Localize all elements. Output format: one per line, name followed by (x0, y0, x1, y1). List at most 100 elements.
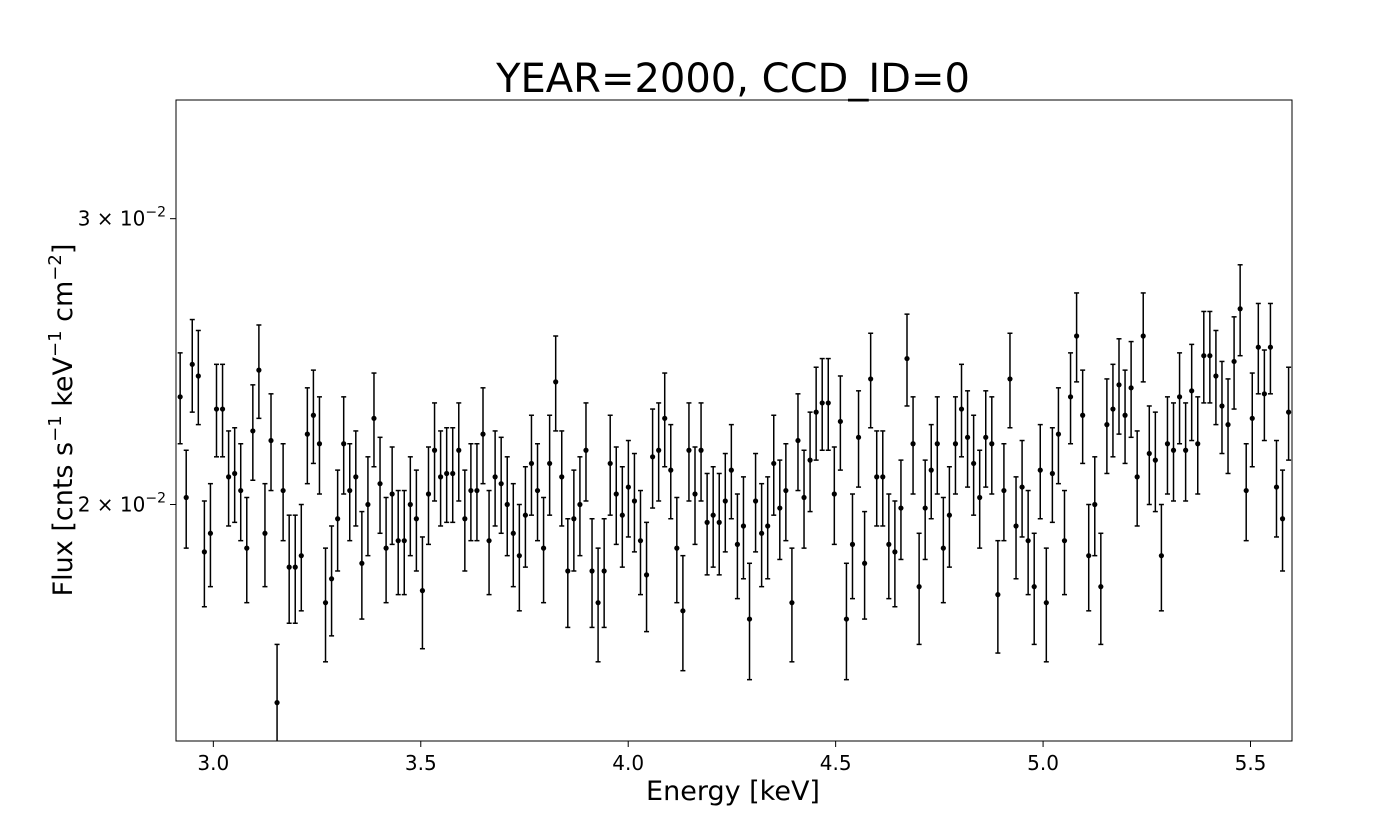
x-axis-label: Energy [keV] (646, 776, 820, 807)
data-point (771, 414, 777, 516)
data-point (837, 375, 843, 471)
data-point (292, 514, 298, 624)
marker (516, 553, 522, 559)
data-point (1019, 439, 1025, 538)
data-point (1243, 443, 1249, 542)
marker (419, 588, 426, 594)
data-point (692, 446, 698, 546)
data-point (674, 496, 680, 604)
data-point (219, 363, 226, 458)
marker (292, 564, 298, 570)
x-tick-label: 3.5 (405, 751, 437, 775)
data-point (1134, 430, 1140, 527)
data-point (995, 539, 1001, 654)
data-point (813, 366, 819, 461)
data-point (498, 436, 504, 535)
data-point (910, 396, 916, 495)
marker (1231, 358, 1237, 365)
marker (540, 545, 547, 551)
data-point (904, 313, 910, 407)
marker (244, 545, 250, 551)
data-point (540, 496, 547, 604)
marker (365, 501, 371, 508)
marker (456, 447, 462, 453)
data-point (698, 402, 704, 502)
marker (964, 434, 971, 440)
marker (946, 512, 953, 518)
data-point (1261, 349, 1267, 442)
marker (837, 418, 843, 425)
data-point (310, 369, 317, 465)
data-point (534, 443, 541, 542)
data-point (335, 469, 341, 572)
marker (874, 474, 880, 480)
data-point (928, 423, 934, 520)
marker (1007, 376, 1013, 382)
data-point (341, 396, 347, 495)
data-point (819, 357, 825, 452)
data-point (1043, 547, 1049, 663)
marker (353, 474, 359, 480)
data-point (946, 466, 953, 568)
marker (983, 434, 989, 440)
data-point (868, 332, 874, 429)
marker (613, 491, 619, 497)
marker (765, 523, 771, 529)
data-point (238, 443, 244, 542)
marker (1049, 470, 1055, 477)
marker (316, 441, 323, 447)
data-point (1055, 387, 1062, 485)
data-point (1207, 310, 1213, 404)
data-point (650, 408, 656, 509)
data-point (286, 514, 292, 624)
marker (395, 538, 401, 544)
data-point (1292, 322, 1297, 415)
data-point (304, 387, 310, 485)
marker (1055, 431, 1062, 437)
marker (1170, 447, 1177, 453)
data-point (1170, 402, 1177, 502)
marker (722, 498, 728, 504)
data-point (510, 482, 516, 588)
data-point (1189, 343, 1195, 442)
data-point (1013, 476, 1019, 580)
data-point (589, 517, 595, 629)
data-point (898, 459, 904, 561)
marker (1001, 487, 1007, 494)
marker (892, 549, 898, 555)
marker (1110, 406, 1116, 412)
data-point (1067, 352, 1074, 445)
marker (819, 400, 825, 406)
data-point (280, 443, 286, 542)
marker (183, 494, 189, 501)
data-point (462, 469, 468, 572)
data-point (1001, 443, 1007, 542)
marker (674, 545, 680, 551)
data-point (1025, 489, 1031, 596)
data-point (619, 466, 625, 568)
data-point (201, 500, 207, 608)
data-point (977, 449, 983, 549)
marker (643, 572, 650, 578)
data-point (1267, 302, 1274, 395)
marker (553, 379, 559, 385)
data-point (922, 459, 928, 561)
marker (571, 516, 577, 522)
marker (462, 516, 468, 522)
data-point (1298, 173, 1303, 257)
x-tick-label: 5.5 (1235, 751, 1267, 775)
marker (304, 431, 310, 437)
marker (189, 361, 195, 367)
marker (650, 454, 656, 460)
data-point (1225, 378, 1231, 475)
marker (1201, 353, 1207, 359)
data-point (1201, 310, 1207, 404)
data-point (1128, 340, 1134, 439)
data-point (643, 521, 650, 633)
marker (201, 549, 207, 555)
marker (795, 437, 801, 444)
marker (413, 516, 419, 522)
marker (777, 505, 783, 511)
marker (1025, 538, 1031, 544)
data-point (777, 459, 783, 561)
